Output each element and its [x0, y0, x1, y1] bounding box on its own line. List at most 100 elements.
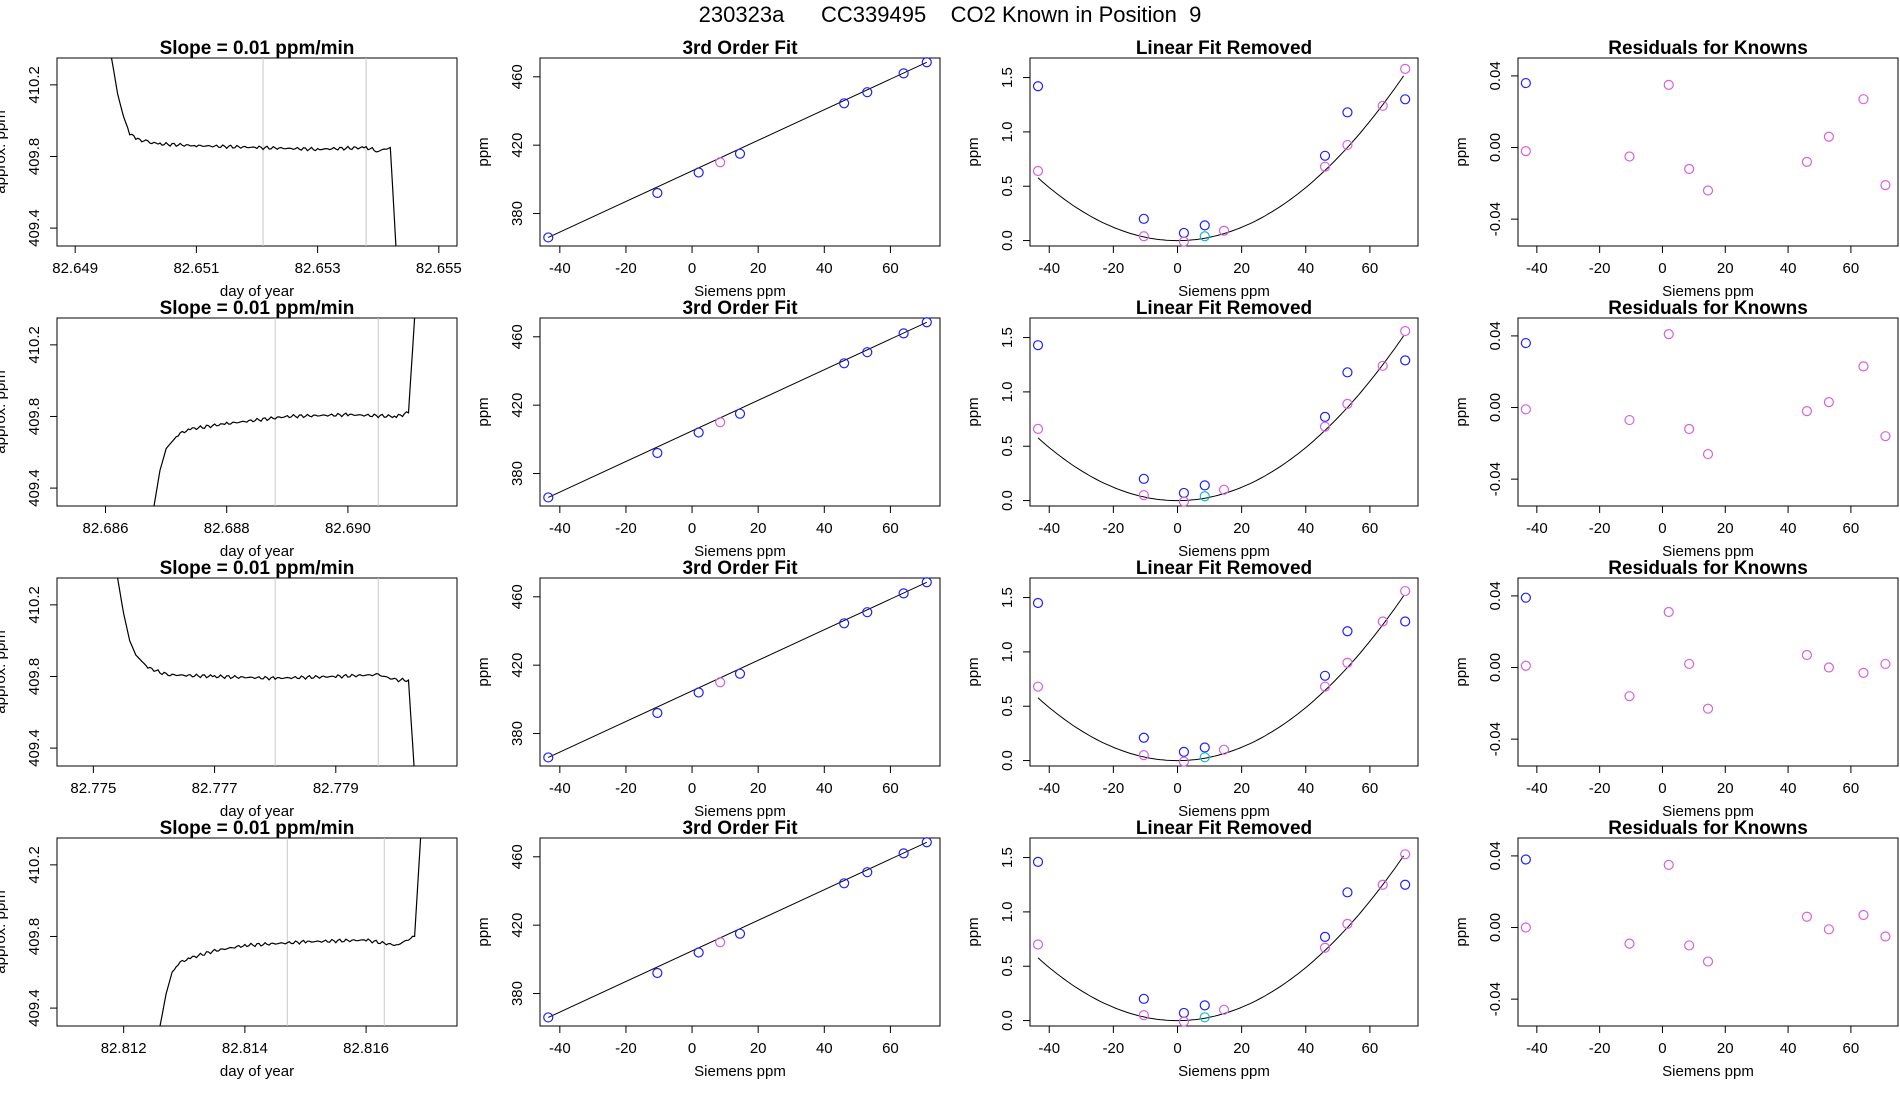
x-axis-label: Siemens ppm [1662, 803, 1754, 820]
plot-title: Residuals for Knowns [1608, 298, 1808, 319]
plot-frame [1029, 317, 1419, 507]
y-tick-label: 380 [509, 981, 526, 1006]
data-point [1032, 597, 1044, 609]
y-tick-label: 460 [509, 844, 526, 869]
x-tick-label: -40 [1038, 780, 1060, 797]
plot-title: Linear Fit Removed [1136, 818, 1312, 839]
data-point [1178, 487, 1190, 499]
x-tick-label: -20 [1589, 520, 1611, 537]
y-tick-label: 0.04 [1487, 61, 1504, 90]
x-tick-label: 60 [882, 780, 899, 797]
y-axis-label: ppm [965, 137, 982, 166]
x-tick-label: 0 [1173, 780, 1181, 797]
y-axis-label: ppm [1453, 137, 1470, 166]
data-point [1801, 156, 1813, 167]
x-tick-label: 60 [1843, 780, 1860, 797]
data-point [734, 148, 746, 159]
y-tick-label: -0.04 [1487, 982, 1504, 1016]
data-point [862, 867, 873, 878]
y-tick-label: 409.4 [26, 729, 43, 767]
y-tick-label: 0.5 [999, 696, 1016, 717]
y-tick-label: 410.2 [26, 846, 43, 884]
plot-title: Slope = 0.01 ppm/min [160, 298, 355, 319]
y-axis-label: ppm [965, 397, 982, 426]
x-tick-label: 82.686 [83, 520, 129, 537]
plot-title: 3rd Order Fit [682, 818, 798, 839]
y-axis-label: ppm [965, 657, 982, 686]
y-tick-label: 0.04 [1487, 321, 1504, 350]
data-point [1138, 993, 1149, 1004]
x-tick-label: 40 [1780, 260, 1797, 277]
x-tick-label: -40 [1526, 520, 1548, 537]
x-tick-label: 60 [882, 1040, 899, 1057]
data-point [1400, 585, 1411, 597]
plot-frame [56, 577, 458, 767]
data-point [1138, 732, 1149, 743]
data-point [1801, 406, 1813, 417]
x-tick-label: 60 [1843, 1040, 1860, 1057]
y-tick-label: 1.5 [999, 587, 1016, 608]
data-point [1199, 1000, 1210, 1011]
data-point [1520, 337, 1531, 349]
data-point [1218, 225, 1230, 236]
y-tick-label: 410.2 [26, 586, 43, 624]
data-point [1138, 473, 1149, 484]
y-tick-label: 1.5 [999, 847, 1016, 868]
data-point [1199, 480, 1210, 491]
data-point [652, 187, 663, 199]
y-tick-label: 1.0 [999, 121, 1016, 142]
y-tick-label: 1.0 [999, 381, 1016, 402]
data-point [1624, 414, 1635, 426]
data-point [1520, 592, 1531, 603]
data-point [1032, 856, 1044, 868]
x-tick-label: -40 [1526, 1040, 1548, 1057]
y-tick-label: 409.8 [26, 918, 43, 956]
data-point [898, 848, 909, 859]
data-point [898, 588, 909, 599]
data-point [693, 687, 704, 698]
data-point [652, 447, 663, 459]
plot-title: Residuals for Knowns [1608, 38, 1808, 59]
x-axis-label: Siemens ppm [694, 1063, 786, 1080]
data-point [1663, 329, 1674, 340]
x-axis-label: Siemens ppm [694, 543, 786, 560]
data-point [921, 57, 932, 68]
x-axis-label: Siemens ppm [1662, 543, 1754, 560]
data-point [1032, 340, 1044, 351]
data-point [1400, 879, 1411, 890]
data-point [1178, 756, 1190, 767]
y-tick-label: -0.04 [1487, 202, 1504, 236]
co2-trace-line [117, 578, 415, 766]
x-tick-label: 60 [1843, 260, 1860, 277]
x-tick-label: -40 [1526, 260, 1548, 277]
x-tick-label: 20 [1233, 780, 1250, 797]
data-point [543, 752, 554, 763]
y-tick-label: 1.0 [999, 641, 1016, 662]
y-axis-label: approx. ppm [0, 890, 9, 973]
fit-curve [1037, 75, 1405, 242]
data-point [1520, 404, 1531, 415]
y-tick-label: 380 [509, 461, 526, 486]
data-point [921, 317, 932, 328]
plot-title: Slope = 0.01 ppm/min [160, 558, 355, 579]
x-tick-label: 0 [1173, 1040, 1181, 1057]
x-tick-label: 20 [1233, 1040, 1250, 1057]
data-point [715, 937, 726, 948]
data-point [652, 967, 663, 979]
x-axis-label: day of year [220, 1063, 294, 1080]
x-tick-label: 60 [882, 520, 899, 537]
x-tick-label: 0 [1658, 780, 1666, 797]
y-tick-label: 0.00 [1487, 393, 1504, 422]
data-point [1138, 1010, 1149, 1021]
plot-frame [1029, 577, 1419, 767]
data-point [1342, 626, 1353, 637]
x-tick-label: -40 [1038, 1040, 1060, 1057]
plot-title: Residuals for Knowns [1608, 818, 1808, 839]
data-point [839, 358, 850, 369]
data-point [1400, 94, 1411, 105]
x-tick-label: -20 [1103, 780, 1125, 797]
x-tick-label: 40 [1297, 1040, 1314, 1057]
y-axis-label: ppm [1453, 657, 1470, 686]
x-tick-label: 82.649 [52, 260, 98, 277]
y-tick-label: 460 [509, 324, 526, 349]
